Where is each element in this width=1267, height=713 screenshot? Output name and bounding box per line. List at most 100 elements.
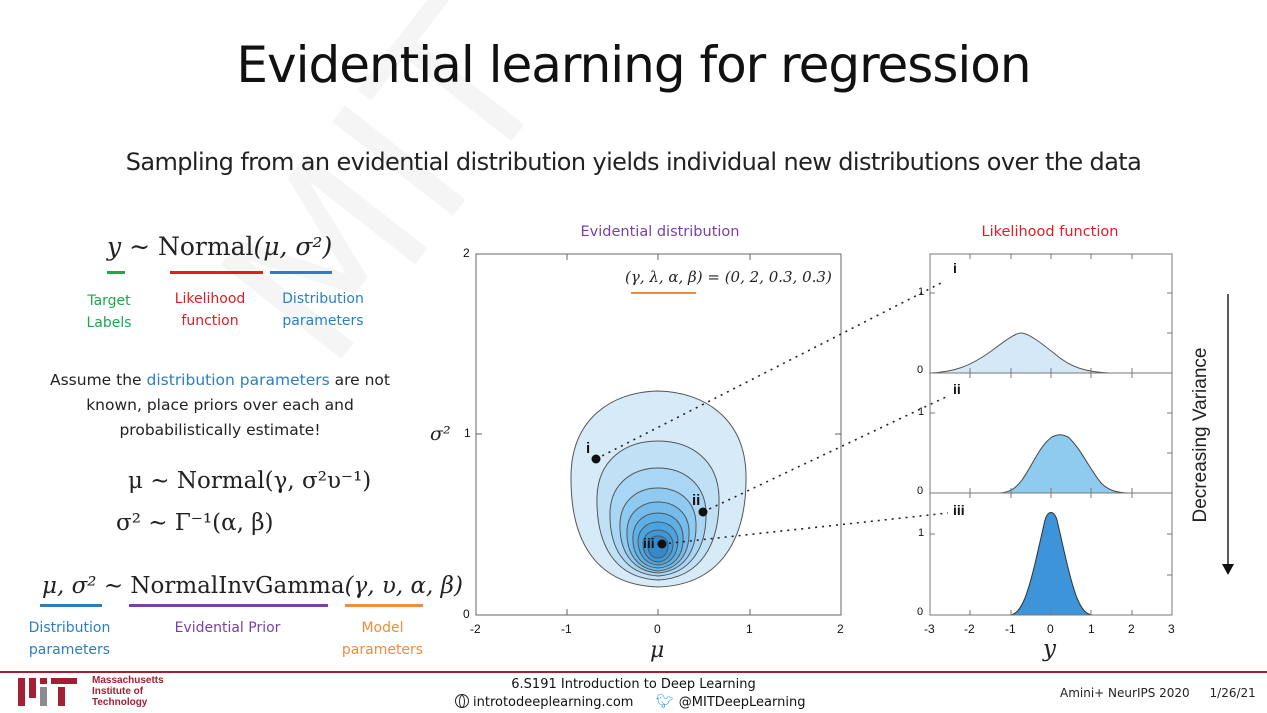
citation-text: Amini+ NeurIPS 2020 — [1060, 686, 1190, 700]
y-axis-label: σ² — [430, 423, 451, 445]
decreasing-variance-label: Decreasing Variance — [1190, 347, 1211, 523]
website-text: introtodeeplearning.com — [473, 695, 634, 710]
y-tick-2: 2 — [463, 246, 470, 260]
website-link[interactable]: introtodeeplearning.com — [455, 694, 633, 710]
label-line: parameters — [282, 313, 364, 329]
label-line: Evidential Prior — [174, 620, 281, 636]
likelihood-equation: y ∼ Normal(μ, σ²) — [107, 232, 332, 261]
twitter-link[interactable]: 🐦︎ @MITDeepLearning — [656, 694, 805, 710]
panel-label-iii: iii — [953, 502, 965, 518]
lik-xtick: 2 — [1128, 622, 1135, 636]
sample-point-i — [591, 454, 601, 464]
x-tick-1: 1 — [746, 622, 753, 636]
underline-dist-params — [270, 271, 332, 274]
logo-bar — [18, 678, 25, 706]
label-line: Likelihood — [174, 291, 246, 307]
lik-xtick: -1 — [1005, 622, 1016, 636]
label-line: function — [181, 313, 239, 329]
eq-params: (μ, σ²) — [253, 232, 333, 261]
sample-points — [591, 454, 708, 549]
text: Assume the — [50, 371, 147, 389]
logo-bar — [40, 678, 47, 684]
evidential-chart-title: Evidential distribution — [580, 224, 740, 240]
nig-params: (γ, υ, α, β) — [344, 573, 463, 599]
underline-annotation — [631, 292, 696, 294]
sample-point-ii — [698, 507, 708, 517]
lik-xtick: -3 — [924, 622, 935, 636]
lik-xtick: 1 — [1088, 622, 1095, 636]
panel-label-ii: ii — [953, 381, 961, 397]
panel-i-ytick-1: 1 — [918, 286, 925, 298]
connector-lines — [595, 280, 949, 545]
panel-label-i: i — [953, 260, 957, 276]
x-tick-m2: -2 — [470, 622, 481, 636]
y-tick-1: 1 — [464, 426, 471, 440]
x-tick-0: 0 — [654, 622, 661, 636]
label-line: Labels — [86, 315, 132, 331]
assumption-text: Assume the distribution parameters are n… — [20, 368, 420, 443]
label-line: Distribution — [282, 291, 364, 307]
label-distribution-parameters-2: Distribution parameters — [12, 617, 127, 661]
course-name: 6.S191 Introduction to Deep Learning — [511, 677, 756, 692]
globe-icon — [455, 694, 469, 708]
underline-dist-params-2 — [40, 604, 102, 607]
underline-model-params — [345, 604, 423, 607]
label-target-labels: Target Labels — [74, 290, 144, 334]
assumption-line-3: probabilistically estimate! — [119, 421, 321, 439]
underline-target — [107, 271, 125, 274]
nig-equation: μ, σ² ∼ NormalInvGamma(γ, υ, α, β) — [42, 573, 463, 599]
twitter-text: @MITDeepLearning — [678, 695, 806, 710]
label-line: Model — [361, 620, 404, 636]
twitter-bird-icon: 🐦︎ — [656, 694, 674, 710]
y-tick-0: 0 — [463, 607, 470, 621]
label-line: Distribution — [28, 620, 111, 636]
panel-iii-ytick-1: 1 — [918, 527, 925, 539]
logo-bar — [40, 687, 47, 706]
contour-plot — [570, 390, 747, 588]
assumption-line-2: known, place priors over each and — [86, 396, 354, 414]
panel-iii-ytick-0: 0 — [917, 606, 924, 618]
panel-i-ytick-0: 0 — [917, 364, 924, 376]
variance-arrow — [1222, 294, 1234, 575]
label-line: parameters — [341, 642, 424, 658]
highlight-text: distribution parameters — [146, 371, 330, 389]
citation: Amini+ NeurIPS 2020 1/26/21 — [1060, 686, 1256, 700]
underline-evidential-prior — [129, 604, 328, 607]
panel-ii-ytick-1: 1 — [918, 406, 925, 418]
x-tick-2: 2 — [837, 622, 844, 636]
label-line: parameters — [28, 642, 111, 658]
mit-logo — [18, 678, 80, 706]
point-label-i: i — [586, 440, 591, 457]
label-evidential-prior: Evidential Prior — [160, 617, 295, 639]
nig-dist: NormalInvGamma — [130, 573, 345, 599]
logo-bar — [29, 678, 36, 698]
x-tick-m1: -1 — [561, 622, 572, 636]
footer-rule — [0, 671, 1267, 673]
lik-x-axis-label: y — [1043, 636, 1056, 662]
likelihood-charts — [929, 253, 1173, 616]
slide-subtitle: Sampling from an evidential distribution… — [125, 148, 1142, 176]
lik-xtick: -2 — [964, 622, 975, 636]
slide-title: Evidential learning for regression — [236, 36, 1031, 94]
prior-sigma-equation: σ² ∼ Γ⁻¹(α, β) — [116, 510, 274, 536]
point-label-ii: ii — [692, 492, 701, 509]
point-label-iii: iii — [643, 535, 655, 551]
mit-wordmark: Massachusetts Institute of Technology — [92, 675, 164, 708]
label-likelihood-function: Likelihood function — [165, 288, 255, 332]
nig-lhs: μ, σ² — [42, 573, 97, 599]
panel-ii-ytick-0: 0 — [917, 485, 924, 497]
parameter-annotation: (γ, λ, α, β) = (0, 2, 0.3, 0.3) — [625, 268, 832, 286]
likelihood-panel-iii — [929, 492, 1173, 616]
eq-y: y — [107, 232, 122, 261]
lik-xtick: 0 — [1047, 622, 1054, 636]
nig-tilde: ∼ — [103, 573, 124, 599]
logo-bar — [58, 687, 65, 706]
likelihood-chart-title: Likelihood function — [981, 224, 1119, 240]
x-axis-label: μ — [650, 638, 665, 663]
sample-point-iii — [657, 539, 667, 549]
label-distribution-parameters: Distribution parameters — [268, 288, 378, 332]
eq-normal: Normal — [157, 232, 254, 261]
lik-xtick: 3 — [1168, 622, 1175, 636]
wordmark-line: Massachusetts — [92, 675, 164, 686]
prior-mu-equation: μ ∼ Normal(γ, σ²υ⁻¹) — [128, 468, 372, 494]
